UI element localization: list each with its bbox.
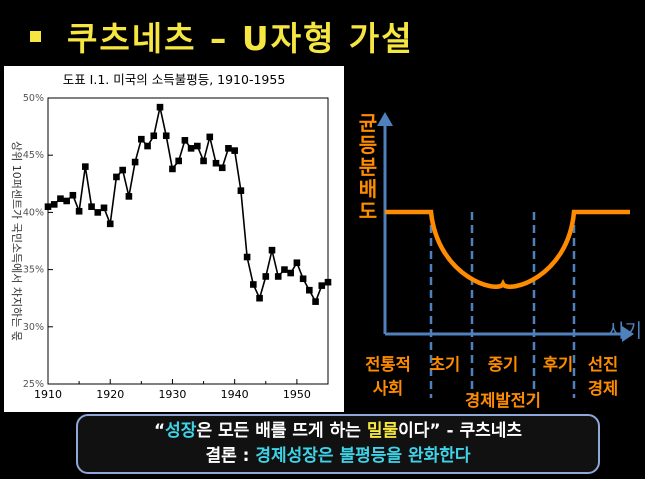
- y-tick-label: 25%: [23, 379, 44, 390]
- data-point: [324, 278, 332, 286]
- data-point: [113, 173, 120, 181]
- inequality-line-chart-svg: 도표 I.1. 미국의 소득불평등, 1910-1955 25% 30% 35% 40%…: [10, 72, 332, 401]
- y-tick-label: 35%: [23, 265, 44, 276]
- x-tick-label: 1930: [158, 388, 186, 401]
- data-point: [312, 298, 319, 305]
- inequality-line-chart: 도표 I.1. 미국의 소득불평등, 1910-1955 25% 30% 35% 40%…: [4, 66, 344, 412]
- data-point: [250, 281, 257, 288]
- data-point: [237, 187, 245, 194]
- data-point: [187, 145, 195, 152]
- quote-segment: 밀물: [366, 421, 399, 441]
- data-point: [125, 193, 133, 200]
- data-point: [306, 286, 313, 294]
- plot-frame: [47, 97, 329, 385]
- y-axis-arrow: [377, 112, 393, 126]
- stage-label: 전통적: [365, 355, 411, 374]
- data-point: [82, 163, 89, 170]
- x-tick-label: 1920: [96, 388, 124, 401]
- y-axis-label-char: 등: [359, 133, 377, 157]
- data-point: [218, 164, 226, 172]
- data-point: [69, 191, 77, 199]
- data-point: [100, 204, 108, 212]
- data-point: [225, 145, 232, 152]
- quote-segment: 이다” - 쿠츠네츠: [398, 421, 522, 441]
- data-point: [106, 220, 114, 228]
- data-point: [181, 137, 189, 144]
- y-axis-label-char: 균: [359, 111, 377, 135]
- data-point: [150, 132, 158, 140]
- stage-label: 초기: [430, 355, 460, 374]
- data-point: [169, 165, 176, 173]
- data-point: [50, 201, 58, 208]
- quote-segment: 경제성장은 불평등을 완화한다: [255, 446, 471, 466]
- data-point: [287, 269, 294, 277]
- quote-segment: “: [153, 421, 166, 441]
- quote-segment: 결론 :: [205, 446, 256, 466]
- data-point: [318, 282, 326, 289]
- data-point: [63, 197, 70, 205]
- stage-label: 사회: [373, 379, 403, 398]
- y-tick-label: 40%: [23, 207, 44, 218]
- u-curve: [385, 209, 630, 289]
- data-point: [256, 294, 263, 302]
- stage-label: 후기: [543, 354, 573, 374]
- data-point: [212, 159, 220, 167]
- data-point: [206, 133, 214, 141]
- x-axis-label: 시기: [607, 320, 642, 342]
- data-point: [299, 275, 307, 283]
- slide-title-text: 쿠츠네츠 – U자형 가설: [67, 19, 414, 58]
- kuznets-quote-box: “성장은 모든 배를 뜨게 하는 밀물이다” - 쿠츠네츠 결론 : 경제성장은…: [76, 414, 600, 474]
- y-axis-label-char: 배: [359, 177, 377, 201]
- conclusion-line: 결론 : 경제성장은 불평등을 완화한다: [205, 444, 470, 469]
- data-point: [274, 273, 282, 280]
- quote-segment: 은 모든 배를 뜨게 하는: [196, 421, 367, 441]
- x-tick-label: 1940: [221, 388, 249, 401]
- data-point: [194, 142, 201, 150]
- y-axis-label-char: 도: [359, 199, 377, 223]
- data-point: [243, 253, 251, 261]
- y-tick-label: 45%: [23, 150, 44, 161]
- data-point: [156, 103, 164, 111]
- development-period-label: 경제발전기: [465, 391, 541, 410]
- y-tick-label: 30%: [23, 322, 44, 333]
- data-point: [262, 273, 270, 280]
- data-point: [88, 203, 95, 210]
- data-point: [281, 266, 288, 273]
- y-axis-label: 상위 10퍼센트가 국민소득에서 차지하는 몫: [10, 141, 24, 341]
- stage-label: 경제: [588, 379, 618, 398]
- data-point: [94, 209, 102, 216]
- data-point: [138, 135, 145, 143]
- x-axis-arrow: [622, 326, 634, 342]
- title-bullet-icon: [30, 30, 41, 42]
- stage-label: 중기: [488, 355, 518, 374]
- data-point: [44, 203, 52, 210]
- quote-segment: 성장: [165, 421, 197, 441]
- data-point: [57, 195, 64, 202]
- data-point: [162, 132, 170, 140]
- data-point: [75, 207, 83, 215]
- data-point: [231, 147, 238, 154]
- stage-label: 선진: [588, 355, 618, 374]
- y-tick-label: 50%: [23, 93, 44, 104]
- data-point: [144, 142, 151, 150]
- data-point: [119, 166, 126, 174]
- data-point: [175, 157, 182, 165]
- data-point: [293, 259, 301, 267]
- quote-line: “성장은 모든 배를 뜨게 하는 밀물이다” - 쿠츠네츠: [154, 419, 522, 444]
- data-point: [131, 158, 139, 166]
- x-tick-label: 1950: [283, 388, 311, 401]
- data-point: [268, 246, 276, 254]
- slide-title: 쿠츠네츠 – U자형 가설: [30, 14, 414, 58]
- data-point: [200, 157, 207, 165]
- x-tick-label: 1910: [34, 388, 62, 401]
- chart-title: 도표 I.1. 미국의 소득불평등, 1910-1955: [63, 72, 286, 87]
- y-axis-label-char: 분: [359, 155, 377, 179]
